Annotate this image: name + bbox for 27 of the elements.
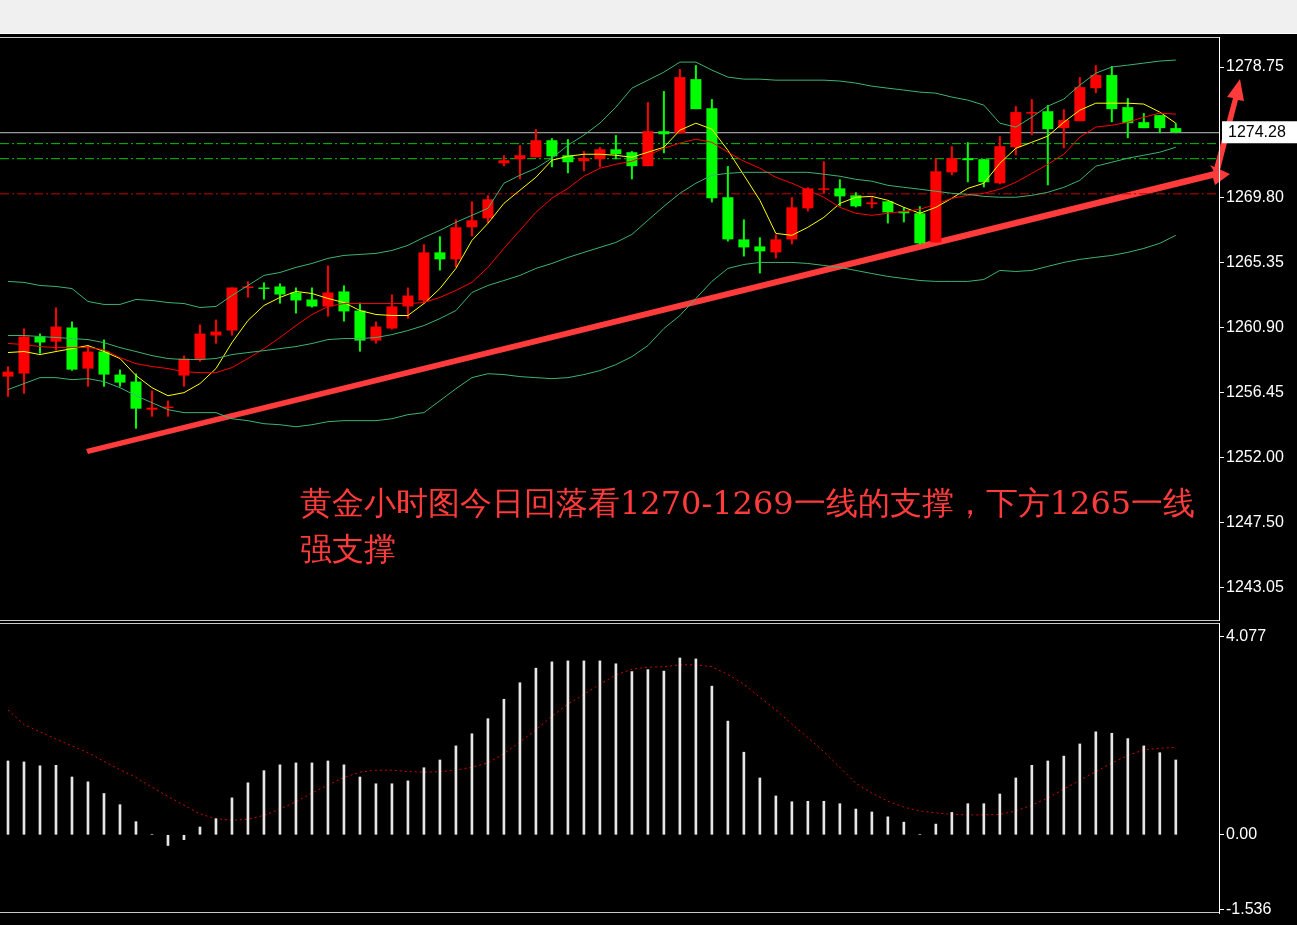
bar bbox=[1174, 759, 1178, 835]
bar bbox=[1094, 731, 1098, 835]
y-tick-label: 1247.50 bbox=[1226, 513, 1284, 531]
y-tick-label: 1252.00 bbox=[1226, 447, 1284, 465]
bar bbox=[1142, 745, 1146, 835]
y-tick-label: 1269.80 bbox=[1226, 187, 1284, 205]
y-tick-label: 1278.75 bbox=[1226, 57, 1284, 75]
bar bbox=[1078, 743, 1082, 835]
annotation: 黄金小时图今日回落看1270-1269一线的支撑，下方1265一线强支撑 bbox=[300, 483, 1197, 570]
y-tick-label: 1243.05 bbox=[1226, 578, 1284, 596]
candlestick bbox=[962, 142, 974, 183]
y-tick-label: -1.536 bbox=[1226, 899, 1272, 917]
candlestick bbox=[658, 91, 670, 154]
ref-line-label: 1274.28 bbox=[1228, 122, 1286, 140]
line-series bbox=[7, 664, 1177, 821]
y-tick-label: 1256.45 bbox=[1226, 382, 1284, 400]
bar bbox=[1158, 752, 1162, 835]
bar bbox=[1126, 738, 1130, 835]
candlestick bbox=[818, 161, 830, 194]
y-tick-label: 4.077 bbox=[1226, 627, 1267, 645]
bar bbox=[1062, 755, 1066, 835]
bar bbox=[1110, 732, 1114, 835]
y-tick-label: 1260.90 bbox=[1226, 317, 1284, 335]
y-tick-label: 0.00 bbox=[1226, 825, 1258, 843]
bar bbox=[1046, 760, 1050, 835]
y-tick-label: 1265.35 bbox=[1226, 252, 1284, 270]
candlestick bbox=[1026, 99, 1038, 136]
